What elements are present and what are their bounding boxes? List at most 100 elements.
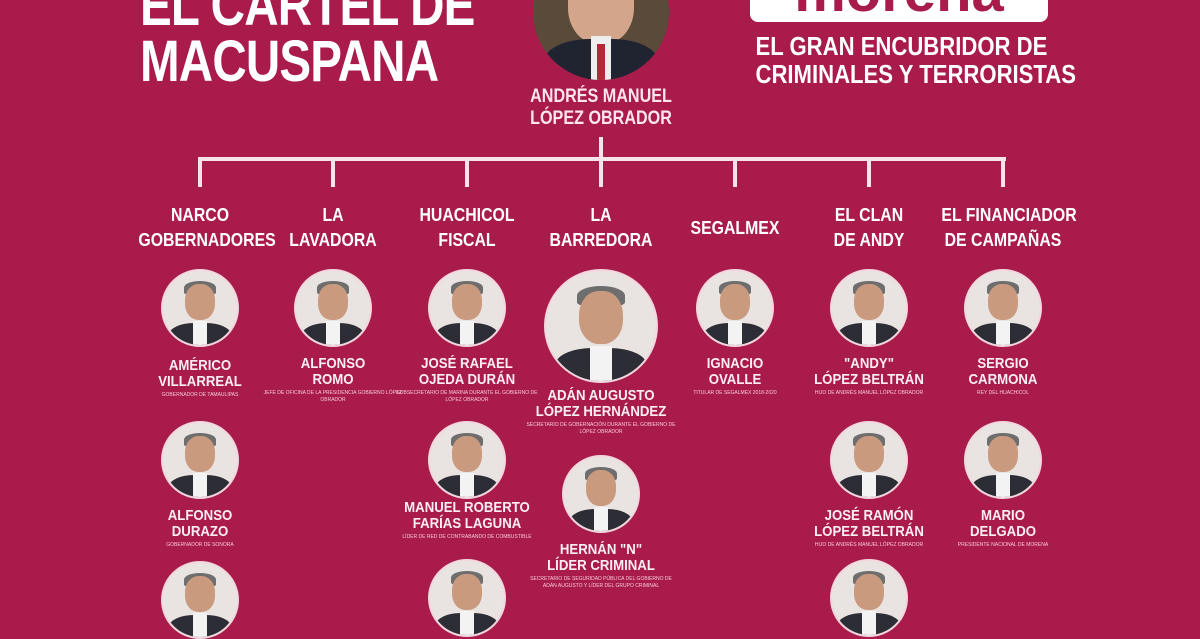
person-role: Presidente Nacional de Morena (957, 542, 1049, 548)
person-name: "ANDY" LÓPEZ BELTRÁN (794, 356, 944, 388)
person-name-line: AMÉRICO (168, 357, 232, 374)
photo-head (988, 284, 1018, 320)
photo-head (579, 290, 623, 344)
person-name: IGNACIO OVALLE (660, 356, 810, 388)
person-role: Rey del Huachicol (977, 390, 1029, 396)
person-photo (964, 269, 1042, 347)
person-photo (428, 421, 506, 499)
person-photo (964, 421, 1042, 499)
photo-head (720, 284, 750, 320)
slogan-line-2: CRIMINALES Y TERRORISTAS (755, 59, 1076, 89)
category-label: EL CLAN DE ANDY (807, 203, 930, 253)
person-name-line: LÍDER CRIMINAL (547, 557, 655, 574)
person-name: SERGIO CARMONA (928, 356, 1078, 388)
person-name: JOSÉ RAFAEL OJEDA DURÁN (392, 356, 542, 388)
person-name: ADÁN AUGUSTO LÓPEZ HERNÁNDEZ (526, 388, 676, 420)
title-line-1: EL CÁRTEL DE (140, 0, 475, 38)
photo-head (988, 436, 1018, 472)
person-name-line: MARIO (981, 507, 1025, 524)
person-name-line: CARMONA (968, 371, 1038, 388)
person-photo (830, 421, 908, 499)
category-label-line: LA (322, 205, 344, 225)
person-name-line: LÓPEZ HERNÁNDEZ (535, 403, 667, 420)
person-role: Hijo de Andrés Manuel López Obrador (814, 542, 924, 548)
category-label-line: LA (590, 205, 612, 225)
person-name: MANUEL ROBERTO FARÍAS LAGUNA (392, 500, 542, 532)
person-photo (830, 559, 908, 637)
connector-drop (331, 157, 335, 187)
photo-head (185, 436, 215, 472)
photo-shirt (861, 611, 877, 635)
photo-shirt (459, 473, 475, 497)
photo-shirt (192, 321, 208, 345)
photo-head (318, 284, 348, 320)
person-photo (830, 269, 908, 347)
category-label: LA LAVADORA (271, 203, 394, 253)
person-photo (294, 269, 372, 347)
photo-head (185, 576, 215, 612)
person-role: Líder de red de contrabando de combustib… (402, 534, 532, 540)
person-name-line: ROMO (312, 371, 354, 388)
photo-shirt (325, 321, 341, 345)
person-name-line: FARÍAS LAGUNA (412, 515, 522, 532)
connector-drop (198, 157, 202, 187)
person-name-line: "ANDY" (844, 355, 894, 372)
connector-drop (1001, 157, 1005, 187)
person-name-line: JOSÉ RAFAEL (421, 355, 513, 372)
person-name-line: SERGIO (977, 355, 1029, 372)
slogan: EL GRAN ENCUBRIDOR DE CRIMINALES Y TERRO… (755, 31, 1076, 89)
person-role: Gobernador de Tamaulipas (161, 392, 239, 398)
photo-head (185, 284, 215, 320)
category-label: LA BARREDORA (539, 203, 662, 253)
category-label-line: EL CLAN (834, 205, 904, 225)
photo-head (854, 574, 884, 610)
person-photo (562, 455, 640, 533)
category-label-line: DE CAMPAÑAS (944, 230, 1062, 250)
person-role: Titular de Segalmex 2018-2020 (693, 390, 777, 396)
person-photo (696, 269, 774, 347)
photo-head (452, 574, 482, 610)
category-label: HUACHICOL FISCAL (405, 203, 528, 253)
photo-shirt (593, 507, 609, 531)
leader-name-line-2: LÓPEZ OBRADOR (530, 108, 672, 129)
person-photo (428, 559, 506, 637)
person-name-line: ALFONSO (300, 355, 366, 372)
photo-head (854, 436, 884, 472)
person-name-line: DELGADO (970, 523, 1036, 540)
person-photo (161, 561, 239, 639)
person-name: JOSÉ RAMÓN LÓPEZ BELTRÁN (794, 508, 944, 540)
category-label-line: BARREDORA (549, 230, 653, 250)
category-label: EL FINANCIADOR DE CAMPAÑAS (941, 203, 1077, 253)
slogan-line-1: EL GRAN ENCUBRIDOR DE (755, 31, 1048, 61)
leader-photo (533, 0, 669, 80)
person-role: Jefe de Oficina de la Presidencia Gobier… (263, 390, 403, 403)
person-name-line: JOSÉ RAMÓN (824, 507, 914, 524)
photo-shirt (995, 473, 1011, 497)
person-role: Gobernador de Sonora (166, 542, 234, 548)
morena-logo: morena (750, 0, 1048, 22)
person-name-line: OVALLE (708, 371, 762, 388)
person-name-line: DURAZO (171, 523, 229, 540)
photo-shirt (727, 321, 743, 345)
leader-name-line-1: ANDRÉS MANUEL (530, 86, 672, 107)
category-label-line: EL FINANCIADOR (941, 205, 1077, 225)
person-name-line: ALFONSO (167, 507, 233, 524)
person-role: Subsecretario de Marina durante el Gobie… (396, 390, 538, 403)
person-name: ALFONSO DURAZO (125, 508, 275, 540)
category-label: SEGALMEX (673, 216, 796, 241)
connector-drop (867, 157, 871, 187)
photo-shirt (995, 321, 1011, 345)
connector-drop (733, 157, 737, 187)
person-photo (544, 269, 658, 383)
person-name-line: ADÁN AUGUSTO (547, 387, 655, 404)
person-name-line: OJEDA DURÁN (418, 371, 516, 388)
category-label-line: FISCAL (438, 230, 496, 250)
person-name-line: HERNÁN "N" (559, 541, 643, 558)
category-label: NARCO GOBERNADORES (138, 203, 275, 253)
connector-drop (599, 157, 603, 187)
person-role: Secretario de Seguridad Pública del Gobi… (530, 576, 672, 589)
person-role: Secretario de Gobernación durante el Gob… (526, 422, 676, 435)
person-name-line: MANUEL ROBERTO (404, 499, 530, 516)
photo-shirt (861, 473, 877, 497)
photo-head (452, 436, 482, 472)
